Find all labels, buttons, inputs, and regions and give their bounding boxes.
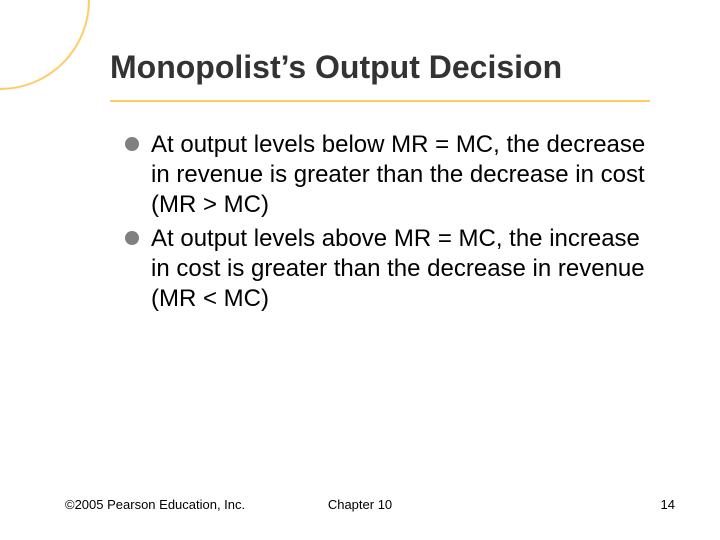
- footer-chapter: Chapter 10: [0, 497, 720, 512]
- corner-arc-decoration: [0, 0, 90, 90]
- slide-body: At output levels below MR = MC, the decr…: [125, 130, 650, 318]
- slide: Monopolist’s Output Decision At output l…: [0, 0, 720, 540]
- slide-title: Monopolist’s Output Decision: [110, 48, 660, 86]
- bullet-text: At output levels below MR = MC, the decr…: [151, 131, 645, 218]
- title-underline: [110, 100, 650, 102]
- bullet-item: At output levels above MR = MC, the incr…: [125, 224, 650, 314]
- bullet-icon: [125, 231, 139, 245]
- bullet-text: At output levels above MR = MC, the incr…: [151, 225, 645, 312]
- bullet-icon: [125, 137, 139, 151]
- footer-page-number: 14: [661, 497, 675, 512]
- bullet-item: At output levels below MR = MC, the decr…: [125, 130, 650, 220]
- slide-footer: ©2005 Pearson Education, Inc. Chapter 10…: [0, 492, 720, 512]
